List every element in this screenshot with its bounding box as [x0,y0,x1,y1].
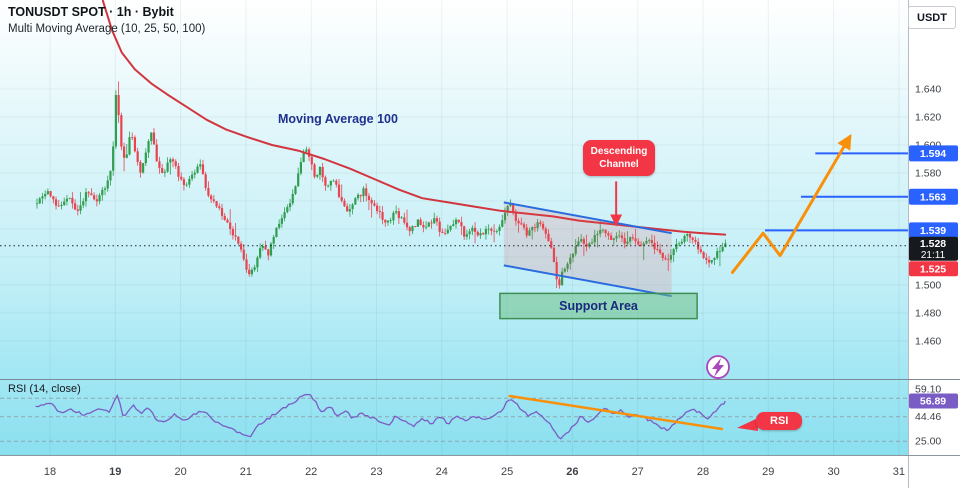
svg-text:20: 20 [174,466,186,478]
svg-text:25.00: 25.00 [915,436,941,448]
svg-text:1.620: 1.620 [915,112,941,124]
svg-text:21:11: 21:11 [921,250,946,261]
rsi-trendline[interactable] [508,394,724,431]
alert-price-badge [909,261,958,277]
svg-text:25: 25 [501,466,513,478]
rsi-callout-pointer [737,418,758,431]
level-price-badge [909,222,958,239]
projection-arrow[interactable] [730,134,852,274]
candles-layer [35,81,727,289]
svg-text:27: 27 [632,466,644,478]
svg-text:1.525: 1.525 [920,263,946,275]
svg-text:31: 31 [893,466,905,478]
svg-text:1.580: 1.580 [915,168,941,180]
support-area-box[interactable] [499,292,698,320]
svg-text:1.480: 1.480 [915,308,941,320]
svg-text:30: 30 [827,466,839,478]
svg-text:24: 24 [436,466,448,478]
level-price-badge [909,188,958,205]
svg-text:1.539: 1.539 [920,225,946,237]
currency-toggle-button[interactable]: USDT [908,6,956,29]
time-axis-labels: 18 19 20 21 22 23 24 25 26 27 28 29 30 31 [44,466,905,478]
svg-text:21: 21 [240,466,252,478]
svg-text:26: 26 [566,466,578,478]
last-price-badge [909,236,958,261]
svg-text:44.46: 44.46 [915,411,941,423]
svg-text:1.528: 1.528 [920,238,946,250]
rsi-value-badge [909,393,958,409]
svg-text:18: 18 [44,466,56,478]
lightning-icon [712,358,725,378]
svg-text:22: 22 [305,466,317,478]
svg-text:1.594: 1.594 [920,148,946,160]
chart-background [0,0,960,455]
rsi-axis-labels: 59.10 44.46 25.00 [915,383,941,447]
svg-text:29: 29 [762,466,774,478]
svg-text:23: 23 [370,466,382,478]
svg-text:19: 19 [109,466,121,478]
svg-text:1.563: 1.563 [920,191,946,203]
svg-text:59.10: 59.10 [915,383,941,395]
svg-text:1.500: 1.500 [915,280,941,292]
svg-text:28: 28 [697,466,709,478]
svg-text:1.640: 1.640 [915,84,941,96]
svg-text:1.460: 1.460 [915,336,941,348]
svg-text:56.89: 56.89 [920,396,946,408]
channel-upper-line[interactable] [503,201,672,235]
level-price-badge [909,145,958,162]
time-axis[interactable] [0,455,960,488]
channel-lower-line[interactable] [503,264,672,298]
